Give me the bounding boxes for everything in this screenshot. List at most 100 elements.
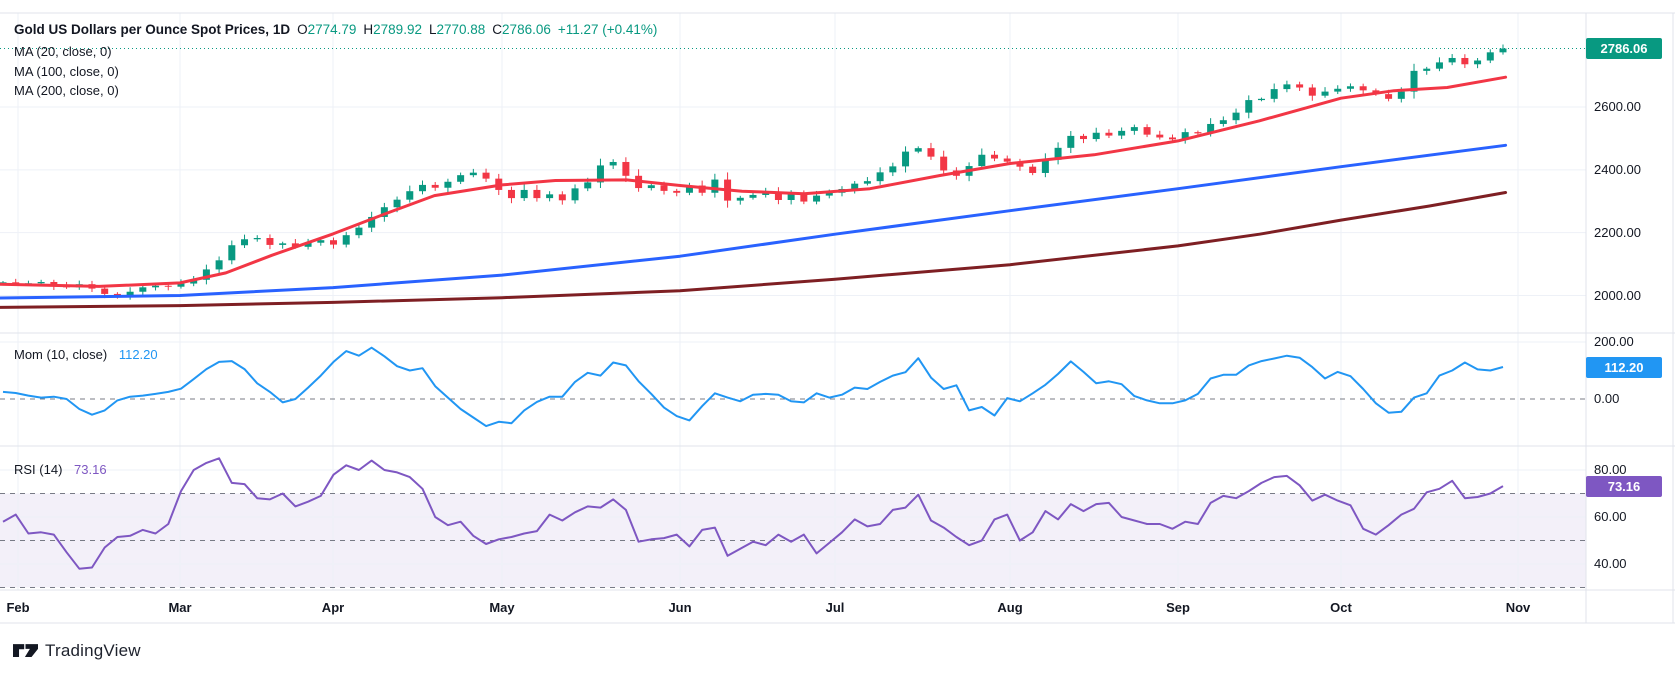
candle-body: [1308, 87, 1316, 96]
candle-body: [749, 194, 757, 198]
candle-body: [1435, 62, 1443, 69]
candle-body: [940, 156, 948, 171]
time-axis-label-jul[interactable]: Jul: [825, 600, 845, 615]
candle-body: [1461, 57, 1469, 65]
tradingview-attribution[interactable]: TradingView: [13, 641, 141, 661]
rsi-axis-label[interactable]: 80.00: [1594, 462, 1627, 477]
candle-body: [1207, 123, 1215, 134]
candle-body: [444, 181, 452, 188]
rsi-legend-label[interactable]: RSI (14): [14, 462, 63, 477]
candle-body: [736, 197, 744, 201]
candle-body: [101, 288, 109, 294]
tradingview-logo-icon: [13, 644, 38, 658]
candle-body: [469, 172, 477, 176]
candle-body: [622, 161, 630, 176]
candle-body: [1448, 57, 1456, 63]
candle-body: [1474, 60, 1482, 65]
price-axis-label[interactable]: 2600.00: [1594, 98, 1641, 114]
time-axis-label-jun[interactable]: Jun: [668, 600, 692, 615]
time-axis-label-feb[interactable]: Feb: [6, 600, 30, 615]
time-axis-label-may[interactable]: May: [489, 600, 515, 615]
ohlc-high-letter: H: [363, 22, 374, 37]
candle-body: [774, 191, 782, 200]
rsi-value-badge[interactable]: 73.16: [1586, 475, 1662, 497]
candle-body: [1130, 127, 1138, 131]
ma-200-legend[interactable]: MA (200, close, 0): [14, 83, 119, 98]
candle-body: [1054, 147, 1062, 160]
time-axis-label-aug[interactable]: Aug: [997, 600, 1023, 615]
candle-body: [152, 285, 160, 288]
candle-body: [1105, 132, 1113, 136]
candle-body: [787, 193, 795, 200]
candle-body: [673, 190, 681, 193]
ma-line-ma100: [0, 143, 1508, 300]
ohlc-high-value: 2789.92: [373, 22, 422, 37]
candle-body: [139, 287, 147, 292]
price-axis-label[interactable]: 2400.00: [1594, 161, 1641, 177]
candle-body: [304, 242, 312, 247]
candle-body: [876, 172, 884, 182]
candle-body: [253, 238, 261, 240]
ohlc-close-letter: C: [492, 22, 503, 37]
candle-body: [330, 240, 338, 245]
candle-body: [1359, 86, 1367, 91]
candle-body: [927, 148, 935, 157]
ma-20-legend[interactable]: MA (20, close, 0): [14, 44, 112, 59]
candle-body: [50, 281, 58, 286]
candle-body: [1092, 132, 1100, 140]
candle-body: [851, 183, 859, 189]
ohlc-low-letter: L: [428, 22, 437, 37]
current-price-badge[interactable]: 2786.06: [1586, 38, 1662, 60]
ma-line-ma20: [0, 75, 1508, 288]
time-axis-label-nov[interactable]: Nov: [1505, 600, 1531, 615]
mom-legend-label[interactable]: Mom (10, close): [14, 347, 108, 362]
main-legend-row: Gold US Dollars per Ounce Spot Prices, 1…: [14, 21, 657, 39]
candle-body: [1296, 84, 1304, 88]
rsi-axis-label[interactable]: 40.00: [1594, 556, 1627, 571]
candle-body: [418, 184, 426, 192]
candle-body: [991, 154, 999, 159]
candle-body: [1283, 84, 1291, 90]
mom-legend-value: 112.20: [118, 347, 158, 362]
candle-body: [342, 235, 350, 245]
candle-body: [279, 243, 287, 245]
price-axis-label[interactable]: 2200.00: [1594, 224, 1641, 240]
symbol-title[interactable]: Gold US Dollars per Ounce Spot Prices, 1…: [14, 22, 291, 37]
candle-body: [190, 279, 198, 284]
tradingview-logo-text: TradingView: [45, 641, 141, 660]
candle-body: [902, 151, 910, 167]
rsi-axis-label[interactable]: 60.00: [1594, 509, 1627, 524]
candle-body: [37, 281, 45, 284]
candle-body: [1321, 91, 1329, 96]
candle-body: [978, 154, 986, 167]
momentum-value-badge[interactable]: 112.20: [1586, 356, 1662, 378]
candle-body: [546, 194, 554, 199]
candle-body: [1156, 134, 1164, 138]
candle-body: [241, 239, 249, 246]
momentum-line: [2, 346, 1504, 428]
candle-body: [889, 166, 897, 173]
candle-body: [1080, 135, 1088, 140]
candle-body: [1486, 52, 1494, 61]
time-axis-label-oct[interactable]: Oct: [1330, 600, 1352, 615]
rsi-line: [2, 457, 1504, 570]
candle-body: [1397, 91, 1405, 99]
mom-axis-label[interactable]: 0.00: [1594, 391, 1620, 406]
candle-body: [482, 172, 490, 179]
ma-100-legend[interactable]: MA (100, close, 0): [14, 64, 119, 79]
mom-axis-label[interactable]: 200.00: [1594, 334, 1634, 349]
candle-body: [584, 182, 592, 189]
candle-body: [431, 184, 439, 188]
rsi-legend-row: RSI (14) 73.16: [14, 461, 107, 479]
candle-body: [1385, 94, 1393, 99]
candle-body: [266, 238, 274, 245]
time-axis-label-apr[interactable]: Apr: [321, 600, 345, 615]
price-axis-label[interactable]: 2000.00: [1594, 287, 1641, 303]
candle-body: [1232, 112, 1240, 121]
time-axis-label-mar[interactable]: Mar: [168, 600, 192, 615]
time-axis-label-sep[interactable]: Sep: [1166, 600, 1190, 615]
candle-body: [800, 193, 808, 202]
candle-body: [177, 283, 185, 287]
